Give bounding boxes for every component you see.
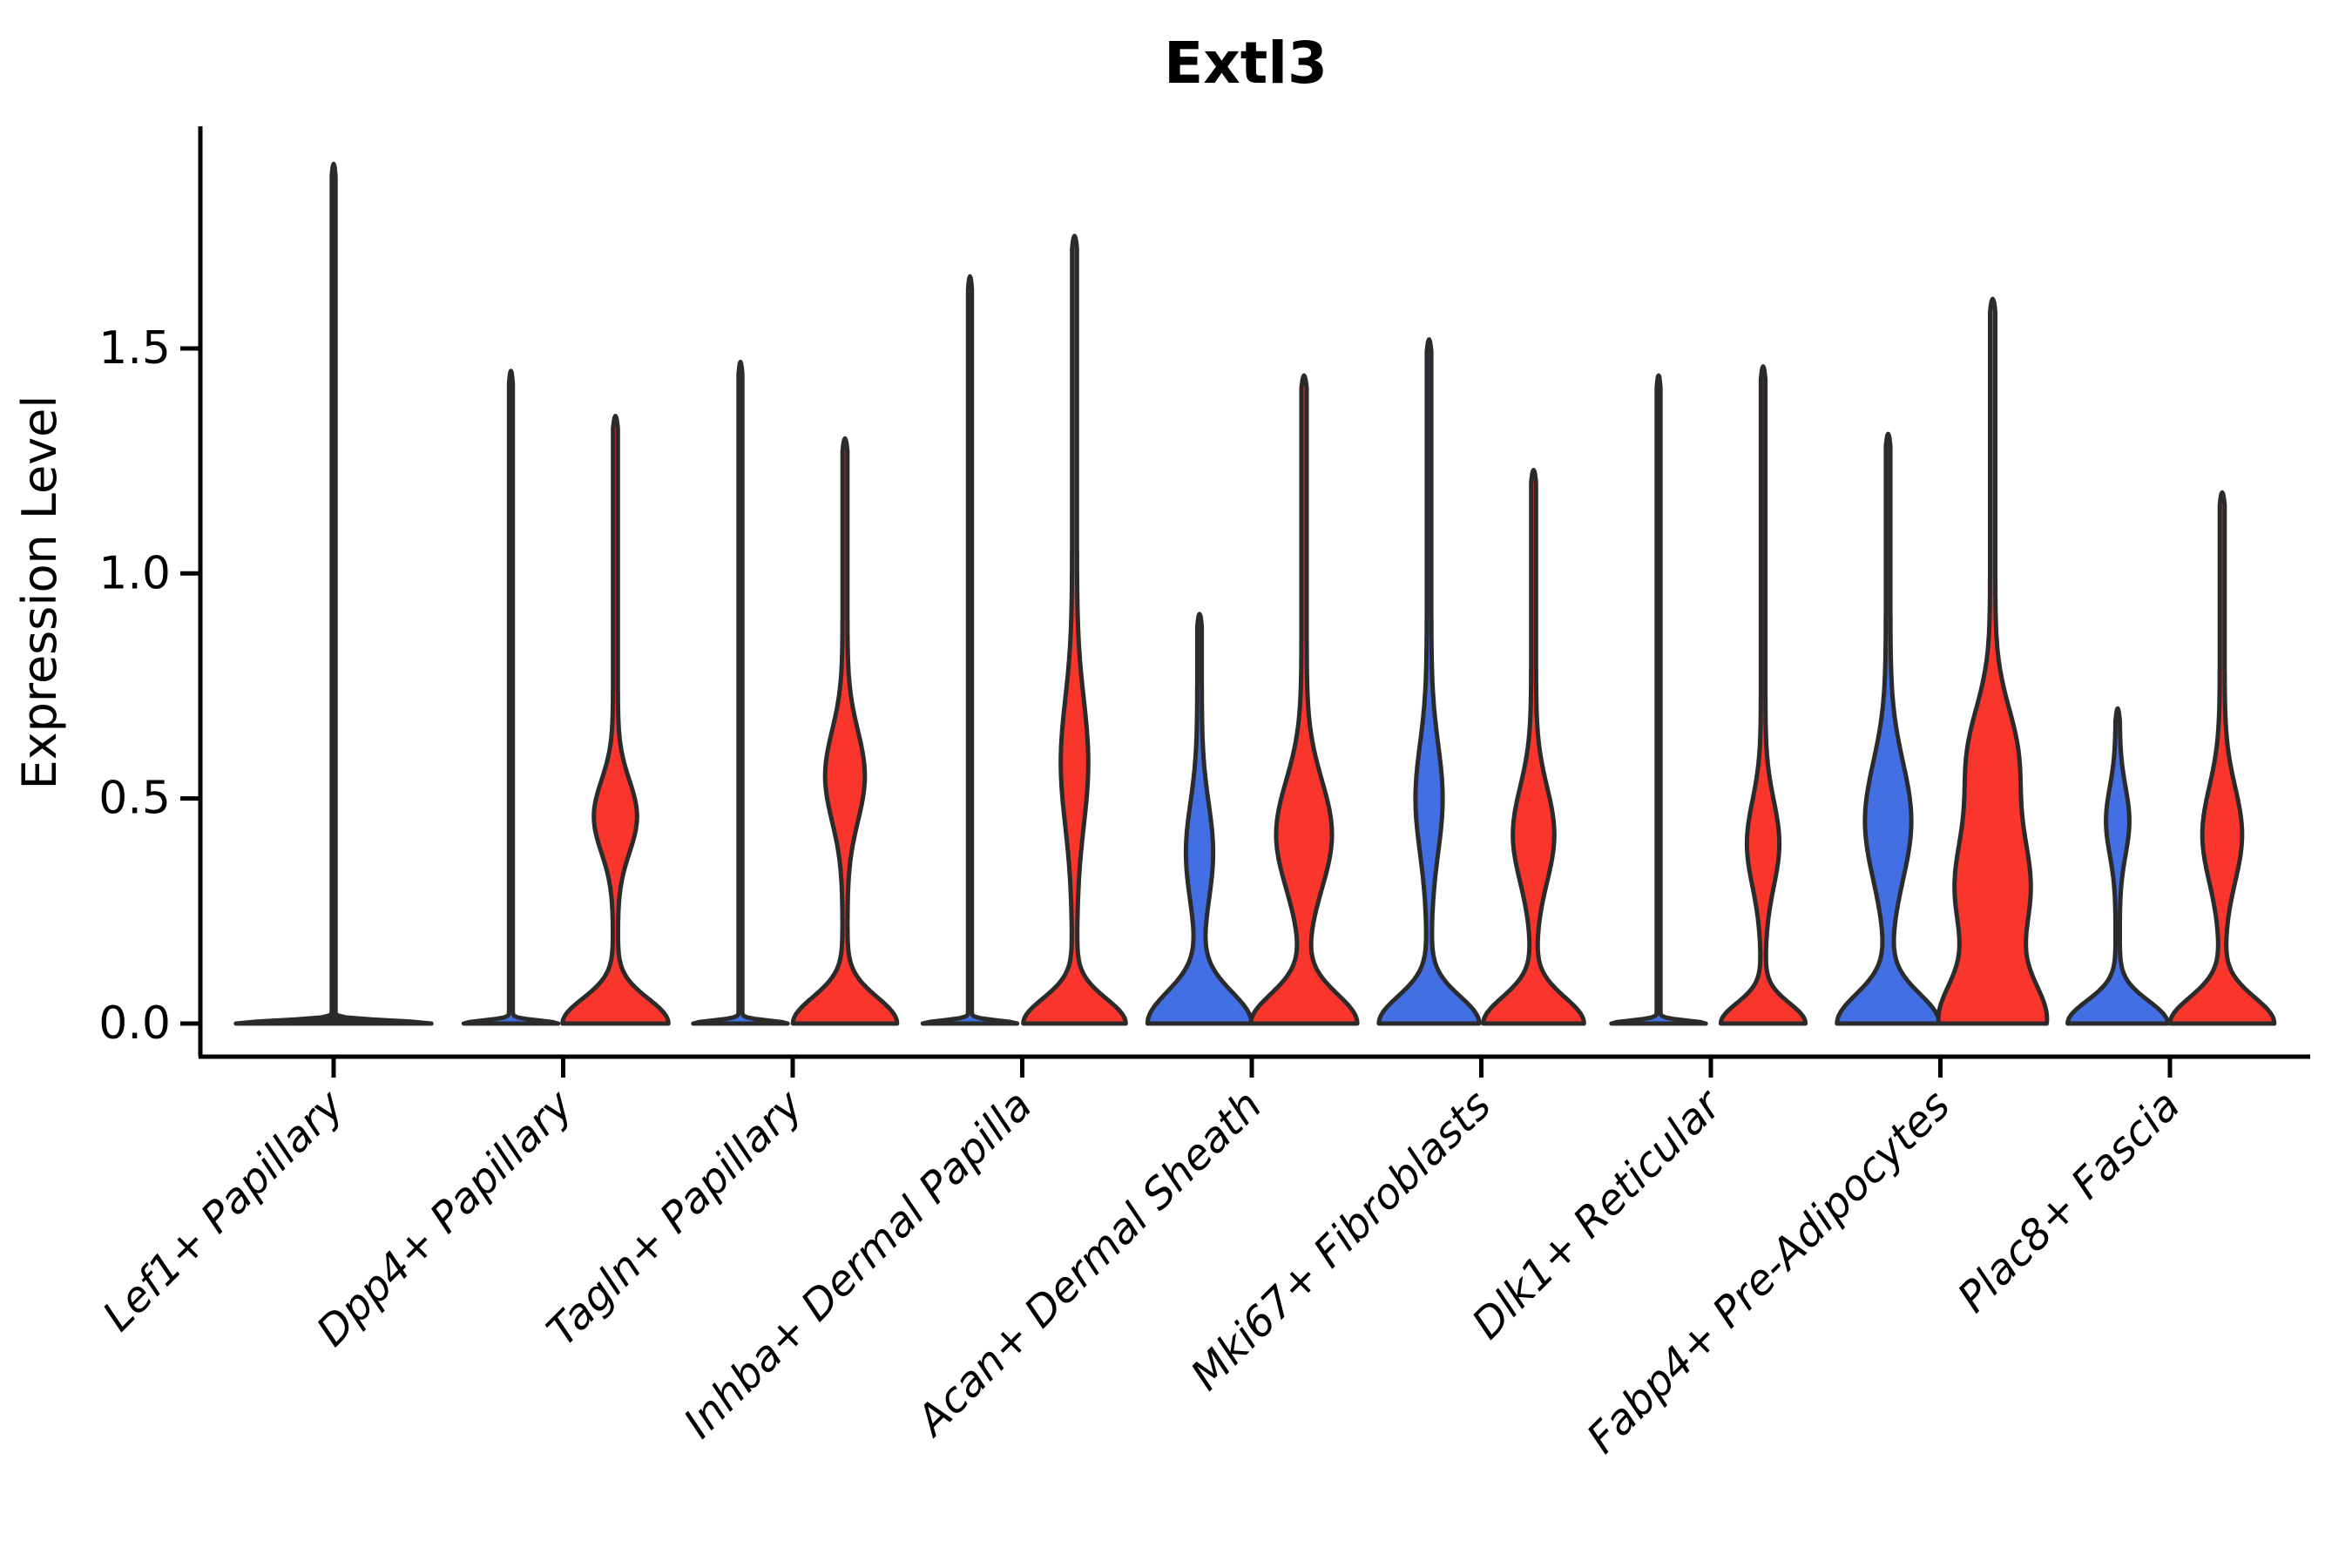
- y-tick-label-3: 1.5: [98, 322, 171, 375]
- x-tick-label-1: Dpp4+ Papillary: [308, 1080, 583, 1355]
- chart-title: Extl3: [1164, 30, 1328, 97]
- violin-red-fabp4-pre-adipocytes: [1936, 296, 2050, 1026]
- y-tick-label-2: 1.0: [98, 547, 171, 599]
- x-tick-label-7: Fabp4+ Pre-Adipocytes: [1578, 1081, 1960, 1463]
- violin-blue-acan-dermal-sheath: [1145, 612, 1254, 1026]
- violin-blue-tagln-papillary: [691, 360, 790, 1026]
- violin-blue-inhba-dermal-papilla: [920, 274, 1020, 1026]
- y-tick-label-0: 0.0: [98, 997, 171, 1050]
- violin-red-acan-dermal-sheath: [1248, 373, 1360, 1026]
- violin-blue-dlk1-reticular: [1609, 373, 1708, 1026]
- violin-red-inhba-dermal-papilla: [1021, 233, 1128, 1026]
- violin-red-plac8-fascia: [2167, 490, 2277, 1026]
- violin-red-tagln-papillary: [790, 436, 900, 1026]
- violin-unknown-lef1-papillary: [233, 161, 434, 1026]
- violin-blue-mki67-fibroblasts: [1376, 337, 1482, 1026]
- x-tick-label-0: Lef1+ Papillary: [93, 1080, 354, 1341]
- y-axis-label: Expression Level: [12, 395, 67, 790]
- x-tick-label-2: Tagln+ Papillary: [537, 1080, 813, 1355]
- violin-layer: [233, 161, 2277, 1026]
- x-tick-label-8: Plac8+ Fascia: [1949, 1081, 2190, 1322]
- violin-red-dlk1-reticular: [1718, 364, 1808, 1026]
- x-tick-label-6: Dlk1+ Reticular: [1463, 1079, 1733, 1349]
- axes-layer: [180, 126, 2310, 1078]
- violin-blue-dpp4-papillary: [461, 368, 561, 1026]
- y-tick-label-1: 0.5: [98, 773, 171, 825]
- violin-blue-fabp4-pre-adipocytes: [1835, 431, 1942, 1026]
- violin-red-dpp4-papillary: [560, 414, 671, 1026]
- violin-red-mki67-fibroblasts: [1481, 468, 1586, 1026]
- violin-blue-plac8-fascia: [2065, 706, 2170, 1026]
